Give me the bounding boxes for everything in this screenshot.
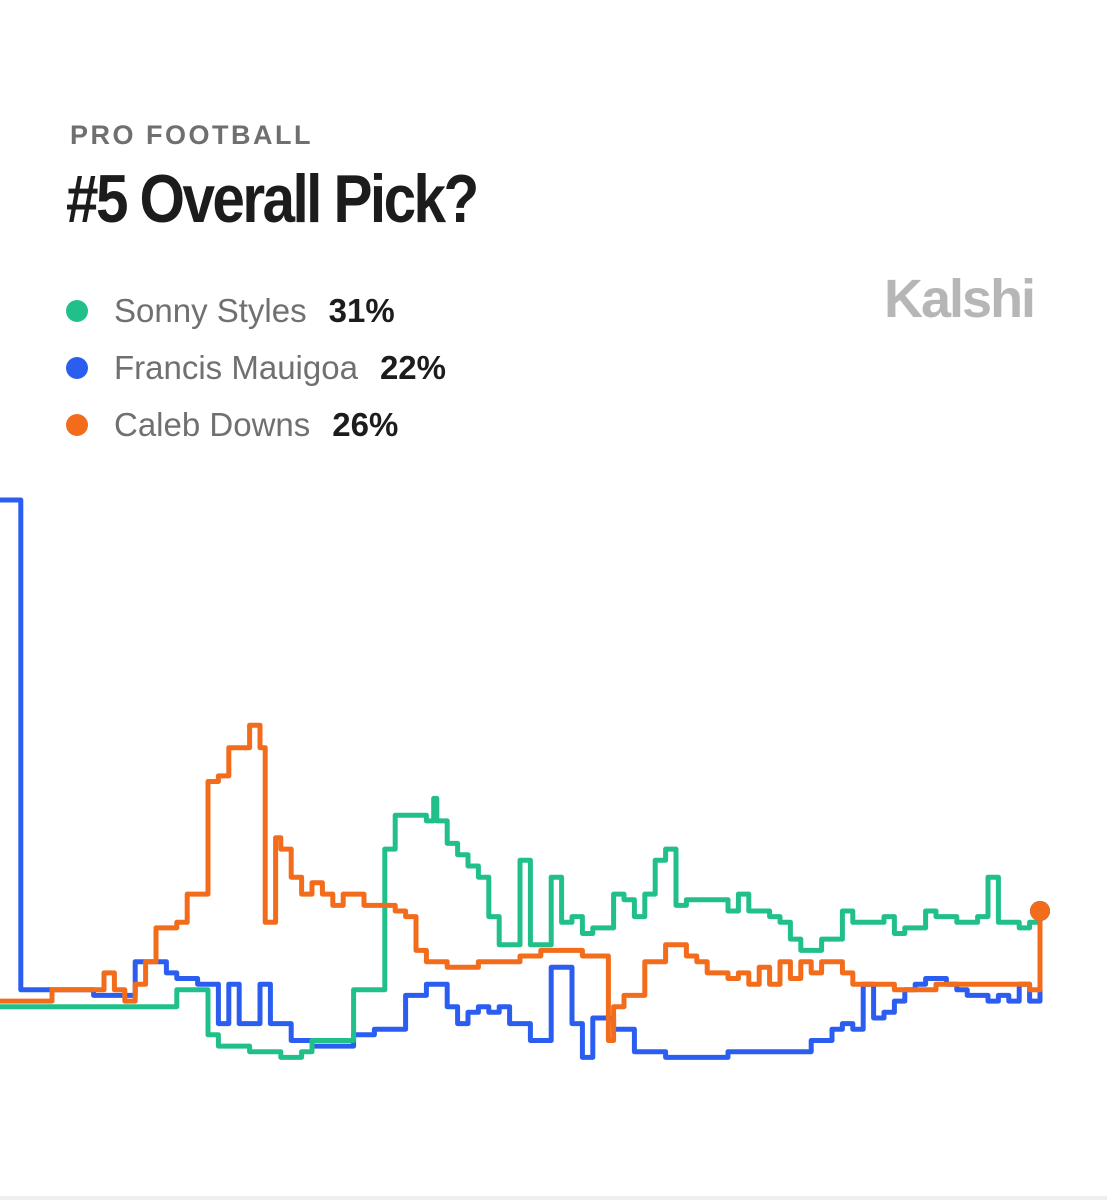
legend-item-francis-mauigoa: Francis Mauigoa 22% — [66, 339, 446, 396]
brand-logo: Kalshi — [884, 269, 1036, 329]
chart-title: #5 Overall Pick? — [66, 161, 479, 237]
legend-item-caleb-downs: Caleb Downs 26% — [66, 396, 446, 453]
bottom-divider — [0, 1196, 1107, 1200]
legend-name: Caleb Downs — [114, 405, 311, 443]
legend: Sonny Styles 31% Francis Mauigoa 22% Cal… — [66, 282, 446, 453]
endpoint-marker-caleb-downs — [1030, 901, 1050, 921]
legend-dot-icon — [66, 356, 88, 379]
legend-name: Sonny Styles — [114, 291, 307, 329]
legend-value: 26% — [332, 405, 399, 443]
legend-value: 31% — [328, 291, 395, 329]
series-line-caleb-downs — [0, 722, 1043, 1043]
category-label: PRO FOOTBALL — [70, 120, 313, 150]
legend-dot-icon — [66, 413, 88, 436]
series-line-sonny-styles — [0, 795, 1043, 1060]
legend-value: 22% — [379, 348, 447, 386]
legend-dot-icon — [66, 299, 88, 322]
legend-item-sonny-styles: Sonny Styles 31% — [66, 282, 446, 339]
legend-name: Francis Mauigoa — [114, 348, 358, 386]
series-line-francis-mauigoa — [0, 497, 1043, 1060]
